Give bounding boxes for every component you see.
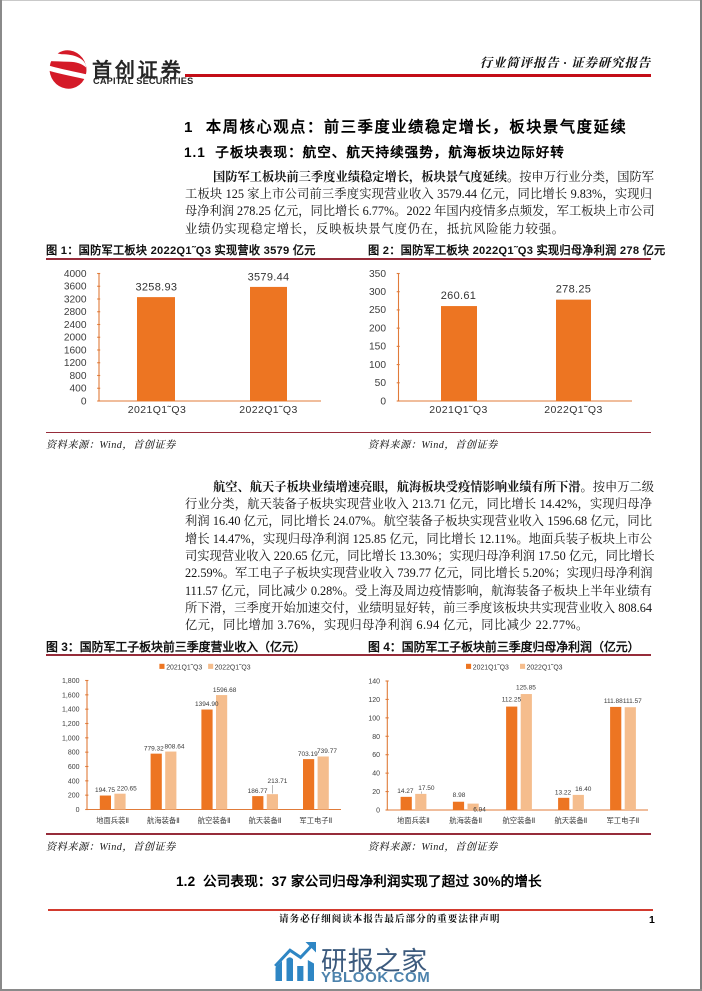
svg-text:100: 100 <box>368 715 380 722</box>
svg-text:2022Q1˜Q3: 2022Q1˜Q3 <box>239 404 297 416</box>
svg-text:111.57: 111.57 <box>623 698 642 705</box>
svg-text:111.88: 111.88 <box>604 698 623 705</box>
svg-text:16.40: 16.40 <box>575 786 592 793</box>
svg-text:3200: 3200 <box>64 294 87 305</box>
svg-text:112.25: 112.25 <box>502 697 522 704</box>
svg-text:100: 100 <box>369 360 386 371</box>
svg-text:20: 20 <box>372 789 380 796</box>
svg-text:50: 50 <box>375 378 387 389</box>
svg-text:1,000: 1,000 <box>62 735 80 742</box>
svg-text:1,600: 1,600 <box>62 692 80 699</box>
svg-text:80: 80 <box>372 734 380 741</box>
svg-text:400: 400 <box>70 384 87 395</box>
svg-text:194.75: 194.75 <box>95 787 115 794</box>
svg-text:2021Q1˜Q3: 2021Q1˜Q3 <box>429 404 487 416</box>
svg-text:14.27: 14.27 <box>397 788 414 795</box>
svg-text:120: 120 <box>368 697 380 704</box>
svg-text:0: 0 <box>76 807 80 814</box>
svg-text:2022Q1˜Q3: 2022Q1˜Q3 <box>215 664 251 671</box>
svg-text:军工电子Ⅱ: 军工电子Ⅱ <box>299 816 332 825</box>
svg-text:60: 60 <box>372 752 380 759</box>
svg-text:地面兵装Ⅱ: 地面兵装Ⅱ <box>96 816 129 825</box>
svg-text:1394.90: 1394.90 <box>195 701 219 708</box>
svg-text:739.77: 739.77 <box>317 748 337 755</box>
svg-text:1596.68: 1596.68 <box>213 687 237 694</box>
svg-text:40: 40 <box>372 771 380 778</box>
svg-text:8.98: 8.98 <box>453 792 466 799</box>
svg-text:2021Q1˜Q3: 2021Q1˜Q3 <box>166 664 202 671</box>
svg-text:213.71: 213.71 <box>267 778 287 785</box>
svg-text:航空装备Ⅱ: 航空装备Ⅱ <box>503 816 536 825</box>
svg-text:航海装备Ⅱ: 航海装备Ⅱ <box>449 816 482 825</box>
svg-text:2400: 2400 <box>64 320 87 331</box>
svg-text:3579.44: 3579.44 <box>248 271 290 283</box>
svg-text:250: 250 <box>369 305 386 316</box>
svg-text:3258.93: 3258.93 <box>135 282 177 294</box>
svg-text:4000: 4000 <box>64 269 87 280</box>
svg-text:2000: 2000 <box>64 333 87 344</box>
svg-text:1,400: 1,400 <box>62 707 80 714</box>
svg-text:150: 150 <box>369 342 386 353</box>
svg-text:400: 400 <box>68 778 80 785</box>
svg-text:808.64: 808.64 <box>165 743 185 750</box>
svg-text:航天装备Ⅱ: 航天装备Ⅱ <box>555 816 588 825</box>
svg-text:2022Q1˜Q3: 2022Q1˜Q3 <box>544 404 602 416</box>
svg-text:1,200: 1,200 <box>62 721 80 728</box>
svg-text:地面兵装Ⅱ: 地面兵装Ⅱ <box>397 816 430 825</box>
svg-text:0: 0 <box>81 396 87 407</box>
svg-text:17.50: 17.50 <box>418 785 435 792</box>
svg-text:2800: 2800 <box>64 307 87 318</box>
svg-text:1200: 1200 <box>64 358 87 369</box>
svg-text:186.77: 186.77 <box>248 788 268 795</box>
svg-text:350: 350 <box>369 269 386 280</box>
svg-text:0: 0 <box>380 396 386 407</box>
svg-text:800: 800 <box>70 371 87 382</box>
svg-text:1600: 1600 <box>64 345 87 356</box>
svg-text:800: 800 <box>68 750 80 757</box>
svg-text:2021Q1˜Q3: 2021Q1˜Q3 <box>128 404 186 416</box>
svg-text:278.25: 278.25 <box>556 284 591 296</box>
svg-text:260.61: 260.61 <box>441 290 476 302</box>
svg-text:779.32: 779.32 <box>144 745 164 752</box>
svg-text:200: 200 <box>68 793 80 800</box>
svg-text:6.94: 6.94 <box>473 806 486 813</box>
svg-text:航天装备Ⅱ: 航天装备Ⅱ <box>249 816 282 825</box>
svg-text:航空装备Ⅱ: 航空装备Ⅱ <box>198 816 231 825</box>
svg-text:3600: 3600 <box>64 282 87 293</box>
svg-text:0: 0 <box>376 808 380 815</box>
svg-text:600: 600 <box>68 764 80 771</box>
svg-text:220.65: 220.65 <box>117 785 137 792</box>
svg-text:140: 140 <box>368 679 380 686</box>
svg-text:703.19: 703.19 <box>298 751 318 758</box>
svg-text:13.22: 13.22 <box>555 789 572 796</box>
svg-text:125.85: 125.85 <box>516 684 536 691</box>
svg-text:军工电子Ⅱ: 军工电子Ⅱ <box>607 816 640 825</box>
svg-text:300: 300 <box>369 287 386 298</box>
svg-text:1,800: 1,800 <box>62 678 80 685</box>
svg-text:航海装备Ⅱ: 航海装备Ⅱ <box>147 816 180 825</box>
svg-text:2021Q1˜Q3: 2021Q1˜Q3 <box>473 664 509 671</box>
svg-text:2022Q1˜Q3: 2022Q1˜Q3 <box>527 664 563 671</box>
svg-text:200: 200 <box>369 323 386 334</box>
